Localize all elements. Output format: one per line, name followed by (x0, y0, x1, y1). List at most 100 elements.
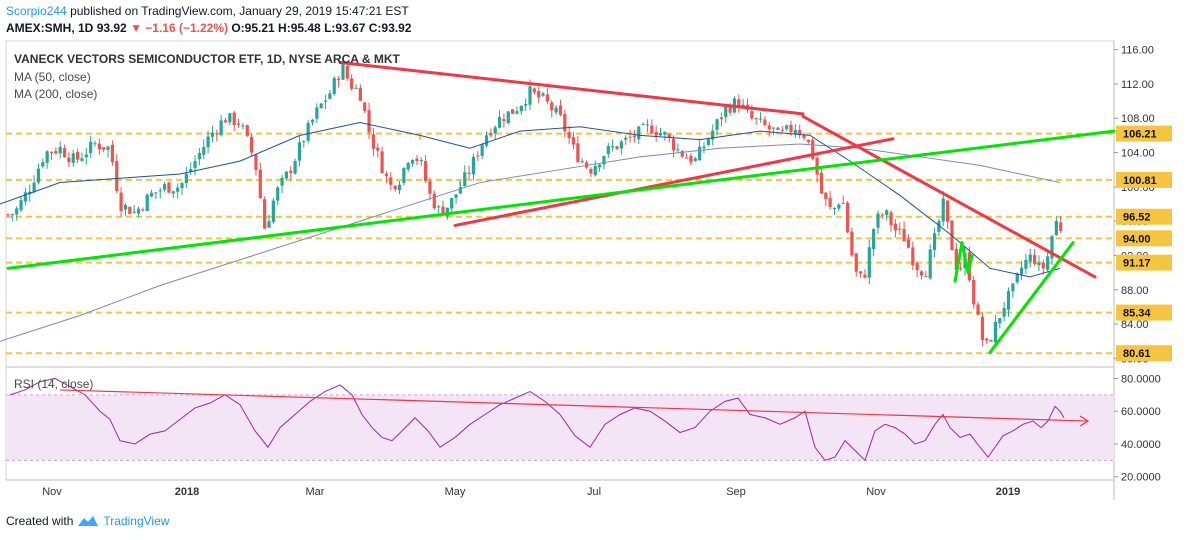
candle-body (163, 184, 167, 190)
candle-body (602, 156, 606, 165)
trendline (801, 114, 1097, 279)
candle-body (219, 120, 223, 136)
candle-body (206, 136, 210, 148)
candle-body (654, 131, 658, 136)
candle-body (667, 134, 671, 138)
time-tick-label: 2019 (996, 486, 1020, 498)
candle-body (889, 212, 893, 226)
candle-body (345, 65, 349, 79)
time-tick-label: Jul (587, 486, 601, 498)
candle-body (23, 192, 27, 202)
author-link[interactable]: Scorpio244 (6, 4, 67, 18)
candle-body (563, 113, 567, 132)
candle-body (197, 152, 201, 159)
candle-body (763, 119, 767, 126)
candle-body (497, 116, 502, 128)
candle-body (1046, 256, 1050, 270)
candle-body (19, 200, 23, 211)
candle-body (306, 122, 310, 141)
candle-body (650, 125, 654, 134)
candle-body (772, 127, 776, 129)
candle-body (941, 198, 945, 222)
trendline (6, 129, 1116, 270)
candle-body (419, 160, 423, 162)
candle-body (558, 105, 563, 115)
candle-body (837, 204, 841, 209)
candle-body (658, 133, 663, 136)
candle-body (645, 124, 650, 126)
trendline (966, 253, 974, 275)
candle-body (511, 109, 515, 114)
candle-body (898, 228, 902, 230)
candle-body (976, 304, 980, 315)
candle-body (154, 192, 158, 194)
candle-body (606, 145, 610, 155)
candle-body (371, 134, 375, 149)
candle-body (754, 118, 758, 120)
candle-body (1054, 221, 1058, 236)
candle-body (806, 139, 810, 143)
price-level-badge (1116, 254, 1172, 271)
price-level-value: 100.81 (1123, 175, 1157, 187)
candle-body (946, 200, 950, 222)
tradingview-logo-icon (78, 516, 99, 526)
candle-body (993, 321, 998, 343)
candle-body (241, 125, 245, 127)
candle-body (1015, 273, 1019, 283)
price-level-badge (1116, 171, 1172, 188)
candle-body (245, 125, 249, 136)
candle-body (402, 167, 406, 183)
candle-body (315, 107, 319, 119)
rsi-trendline-arrow (1079, 415, 1090, 427)
candle-body (454, 194, 458, 198)
time-tick-label: 2018 (175, 486, 199, 498)
created-with: Created with (6, 514, 74, 528)
candle-body (367, 110, 371, 133)
candle-body (289, 170, 293, 173)
candle-body (632, 135, 636, 138)
candle-body (32, 182, 36, 192)
candle-body (872, 229, 876, 250)
candle-body (332, 78, 336, 94)
candle-body (293, 161, 297, 174)
candle-body (54, 151, 58, 154)
price-level-badge (1116, 125, 1172, 142)
candle-body (998, 317, 1002, 324)
candle-body (859, 271, 863, 274)
candle-body (358, 87, 362, 101)
candle-body (824, 192, 828, 200)
candle-body (819, 172, 824, 194)
candle-body (589, 169, 593, 174)
candle-body (715, 119, 719, 130)
ohlc: O:95.21 H:95.48 L:93.67 C:93.92 (231, 21, 412, 35)
candle-body (698, 146, 702, 161)
candle-body (267, 221, 271, 228)
candle-body (1002, 308, 1006, 317)
candle-body (506, 111, 510, 124)
candle-body (937, 221, 941, 232)
candle-body (637, 126, 641, 140)
candle-body (71, 153, 75, 163)
candle-body (1041, 262, 1045, 269)
rsi-tick-label: 40.0000 (1121, 439, 1161, 451)
candle-body (624, 137, 628, 140)
candle-body (141, 209, 145, 211)
candle-body (1019, 267, 1024, 275)
candle-body (706, 139, 710, 145)
candle-body (119, 192, 123, 212)
candle-body (854, 253, 858, 272)
candle-body (832, 207, 837, 209)
price-level-value: 80.61 (1123, 348, 1151, 360)
candle-body (576, 143, 580, 163)
candle-body (397, 184, 402, 191)
candle-body (341, 64, 345, 80)
candle-body (989, 340, 993, 342)
candle-body (954, 248, 958, 270)
candle-body (524, 103, 528, 106)
candle-body (319, 103, 323, 108)
price-level-value: 94.00 (1123, 233, 1151, 245)
candle-body (567, 132, 571, 139)
tradingview-brand[interactable]: TradingView (103, 514, 170, 528)
candle-body (406, 162, 410, 170)
